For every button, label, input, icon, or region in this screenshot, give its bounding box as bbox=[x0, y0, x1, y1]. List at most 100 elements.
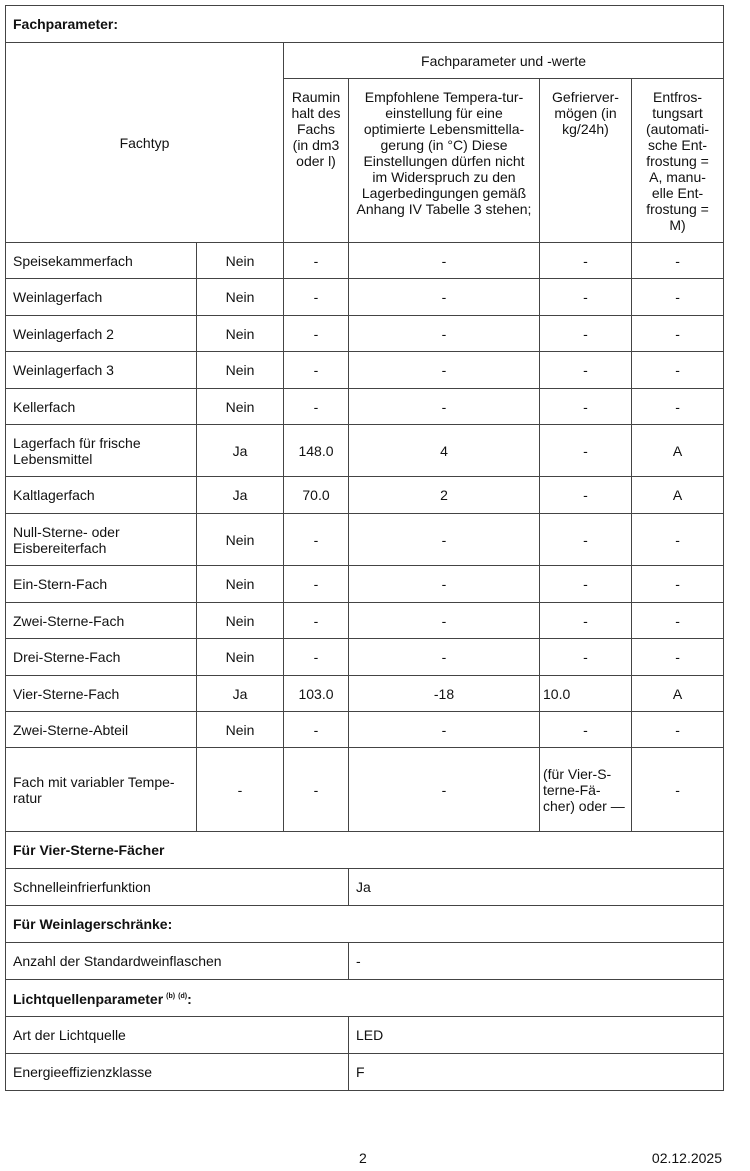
compartment-type: Lagerfach für frische Lebensmittel bbox=[5, 424, 197, 477]
compartment-temperature: - bbox=[348, 242, 540, 279]
compartment-defrost: - bbox=[630, 242, 725, 279]
compartment-freezing: - bbox=[539, 424, 632, 477]
compartment-volume: - bbox=[283, 242, 349, 279]
compartment-temperature: -18 bbox=[348, 675, 540, 712]
compartment-temperature: - bbox=[348, 747, 540, 832]
section-light: Lichtquellenparameter (b) (d): bbox=[4, 979, 725, 1017]
compartment-temperature: - bbox=[348, 638, 540, 676]
page-number: 2 bbox=[359, 1150, 367, 1166]
compartment-type: Weinlagerfach 3 bbox=[5, 351, 197, 389]
compartment-volume: - bbox=[283, 278, 349, 316]
compartment-defrost: - bbox=[630, 747, 725, 832]
compartment-defrost: A bbox=[630, 476, 725, 514]
compartment-volume: - bbox=[283, 351, 349, 389]
compartment-present: Ja bbox=[196, 424, 284, 477]
compartment-present: Nein bbox=[196, 711, 284, 748]
compartment-freezing: - bbox=[539, 476, 632, 514]
compartment-freezing: (für Vier-S-terne-Fä-cher) oder — bbox=[539, 747, 632, 832]
compartment-row: Speisekammerfach Nein - - - - bbox=[5, 242, 725, 279]
compartment-freezing: - bbox=[539, 602, 632, 639]
compartment-freezing: - bbox=[539, 388, 632, 425]
compartment-defrost: - bbox=[630, 638, 725, 676]
compartment-defrost: - bbox=[630, 315, 725, 352]
compartment-defrost: - bbox=[630, 602, 725, 639]
value-quick-freeze: Ja bbox=[347, 868, 725, 906]
compartment-temperature: - bbox=[348, 315, 540, 352]
compartment-row: Zwei-Sterne-Abteil Nein - - - - bbox=[5, 711, 725, 748]
compartment-volume: - bbox=[283, 315, 349, 352]
compartment-volume: 103.0 bbox=[283, 675, 349, 712]
fachparameter-table: Fachparameter: Fachtyp Fachparameter und… bbox=[4, 5, 725, 1091]
footnote-b: (b) bbox=[166, 993, 176, 1000]
compartment-defrost: A bbox=[630, 424, 725, 477]
compartment-row: Zwei-Sterne-Fach Nein - - - - bbox=[5, 602, 725, 639]
compartment-row: Fach mit variabler Tempe-ratur - - - (für Vi… bbox=[5, 747, 725, 832]
compartment-row: Drei-Sterne-Fach Nein - - - - bbox=[5, 638, 725, 676]
compartment-volume: - bbox=[283, 565, 349, 603]
compartment-type: Null-Sterne- oder Eisbereiterfach bbox=[5, 513, 197, 566]
compartment-defrost: - bbox=[630, 351, 725, 389]
compartment-present: Nein bbox=[196, 278, 284, 316]
compartment-present: Ja bbox=[196, 675, 284, 712]
compartment-temperature: - bbox=[348, 711, 540, 748]
label-energy-class: Energieeffizienzklasse bbox=[5, 1053, 349, 1091]
compartment-volume: - bbox=[283, 388, 349, 425]
label-light-type: Art der Lichtquelle bbox=[5, 1016, 349, 1054]
compartment-present: - bbox=[196, 747, 284, 832]
compartment-freezing: - bbox=[539, 242, 632, 279]
compartment-type: Kellerfach bbox=[5, 388, 197, 425]
header-defrost: Entfros-tungsart (automati-sche Ent-fros… bbox=[630, 78, 725, 243]
compartment-present: Nein bbox=[196, 351, 284, 389]
header-fachtyp: Fachtyp bbox=[5, 42, 284, 243]
compartment-type: Zwei-Sterne-Fach bbox=[5, 602, 197, 639]
footer-date: 02.12.2025 bbox=[651, 1150, 722, 1166]
compartment-temperature: - bbox=[348, 565, 540, 603]
compartment-defrost: - bbox=[630, 711, 725, 748]
compartment-type: Ein-Stern-Fach bbox=[5, 565, 197, 603]
compartment-row: Null-Sterne- oder Eisbereiterfach Nein - - -… bbox=[5, 513, 725, 566]
compartment-temperature: - bbox=[348, 388, 540, 425]
compartment-type: Fach mit variabler Tempe-ratur bbox=[5, 747, 197, 832]
compartment-freezing: - bbox=[539, 513, 632, 566]
compartment-type: Kaltlagerfach bbox=[5, 476, 197, 514]
compartment-volume: - bbox=[283, 638, 349, 676]
compartment-type: Speisekammerfach bbox=[5, 242, 197, 279]
light-heading: Lichtquellenparameter bbox=[13, 991, 164, 1007]
compartment-defrost: - bbox=[630, 565, 725, 603]
compartment-freezing: - bbox=[539, 565, 632, 603]
header-freezing: Gefrierver-mögen (in kg/24h) bbox=[539, 78, 632, 243]
value-light-type: LED bbox=[347, 1016, 725, 1054]
compartment-defrost: - bbox=[630, 388, 725, 425]
compartment-defrost: - bbox=[630, 513, 725, 566]
compartment-present: Nein bbox=[196, 242, 284, 279]
header-volume: Raumin halt des Fachs (in dm3 oder l) bbox=[283, 78, 349, 243]
compartment-freezing: - bbox=[539, 711, 632, 748]
compartment-volume: - bbox=[283, 711, 349, 748]
compartment-row: Lagerfach für frische Lebensmittel Ja 148.… bbox=[5, 424, 725, 477]
section-wine: Für Weinlagerschränke: bbox=[4, 905, 725, 943]
compartment-row: Vier-Sterne-Fach Ja 103.0 -18 10.0 A bbox=[5, 675, 725, 712]
compartment-volume: - bbox=[283, 747, 349, 832]
label-wine-bottles: Anzahl der Standardweinflaschen bbox=[5, 942, 349, 980]
compartment-row: Kaltlagerfach Ja 70.0 2- A bbox=[5, 476, 725, 514]
compartment-type: Drei-Sterne-Fach bbox=[5, 638, 197, 676]
table-title: Fachparameter: bbox=[4, 5, 725, 43]
compartment-present: Nein bbox=[196, 388, 284, 425]
compartment-present: Nein bbox=[196, 638, 284, 676]
compartment-freezing: - bbox=[539, 315, 632, 352]
compartment-temperature: - bbox=[348, 602, 540, 639]
compartment-volume: 70.0 bbox=[283, 476, 349, 514]
compartment-freezing: - bbox=[539, 278, 632, 316]
light-colon: : bbox=[187, 991, 192, 1007]
compartment-temperature: 4 bbox=[348, 424, 540, 477]
compartment-volume: - bbox=[283, 602, 349, 639]
footnote-d: (d) bbox=[178, 993, 188, 1000]
compartment-type: Vier-Sterne-Fach bbox=[5, 675, 197, 712]
section-four-star: Für Vier-Sterne-Fächer bbox=[4, 831, 725, 869]
compartment-type: Zwei-Sterne-Abteil bbox=[5, 711, 197, 748]
compartment-volume: 148.0 bbox=[283, 424, 349, 477]
compartment-type: Weinlagerfach 2 bbox=[5, 315, 197, 352]
header-group: Fachparameter und -werte bbox=[282, 42, 725, 79]
compartment-defrost: A bbox=[630, 675, 725, 712]
compartment-type: Weinlagerfach bbox=[5, 278, 197, 316]
